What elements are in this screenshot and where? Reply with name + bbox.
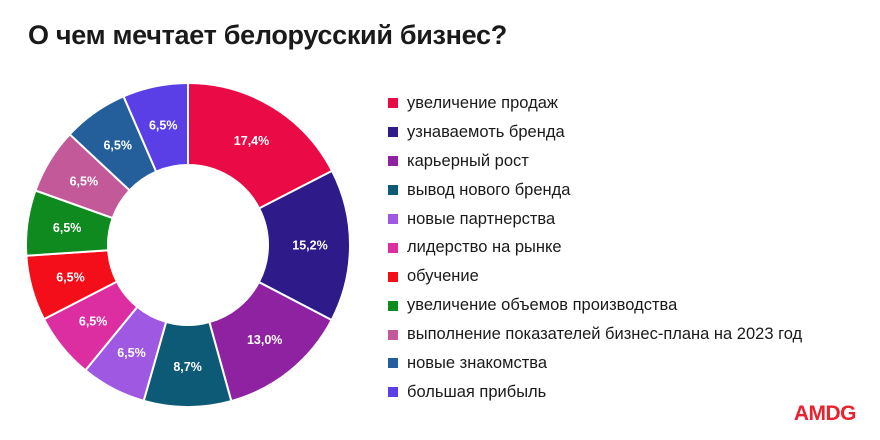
- slice-value-label: 15,2%: [292, 238, 327, 252]
- legend-swatch: [388, 185, 398, 196]
- legend-item: выполнение показателей бизнес-плана на 2…: [388, 320, 802, 349]
- slice-value-label: 6,5%: [70, 174, 99, 188]
- legend-item: увеличение продаж: [388, 89, 802, 118]
- slice-value-label: 6,5%: [149, 119, 178, 133]
- legend-swatch: [388, 98, 398, 109]
- amdg-logo: AMDG: [793, 402, 857, 425]
- slice-value-label: 13,0%: [247, 333, 282, 347]
- legend-swatch: [388, 300, 398, 311]
- legend-swatch: [388, 271, 398, 282]
- legend-label: большая прибыль: [407, 382, 547, 401]
- legend-swatch: [388, 329, 398, 340]
- legend-label: узнаваемоть бренда: [407, 122, 565, 141]
- slice-value-label: 6,5%: [103, 138, 132, 152]
- legend-item: вывод нового бренда: [388, 176, 802, 205]
- legend-swatch: [388, 214, 398, 224]
- legend-item: большая прибыль: [388, 378, 802, 407]
- slice-value-label: 8,7%: [173, 360, 202, 374]
- legend-swatch: [388, 127, 398, 138]
- legend-label: новые знакомства: [407, 353, 548, 372]
- donut-slice: [187, 81, 334, 210]
- legend-swatch: [388, 358, 398, 369]
- legend-item: обучение: [388, 262, 802, 291]
- legend-label: выполнение показателей бизнес-плана на 2…: [407, 325, 803, 344]
- legend-swatch: [388, 156, 398, 167]
- legend-label: увеличение объемов производства: [407, 296, 678, 315]
- legend-item: лидерство на рынке: [388, 233, 802, 262]
- slice-value-label: 6,5%: [117, 346, 146, 360]
- slice-value-label: 6,5%: [79, 315, 108, 329]
- legend-item: новые знакомства: [388, 349, 802, 378]
- legend-item: узнаваемоть бренда: [388, 118, 802, 147]
- legend-label: увеличение продаж: [407, 93, 558, 112]
- legend-item: новые партнерства: [388, 205, 802, 234]
- legend-label: лидерство на рынке: [407, 238, 562, 257]
- slice-value-label: 6,5%: [53, 221, 82, 235]
- chart-legend: увеличение продаж узнаваемоть бренда карье…: [388, 89, 802, 407]
- legend-swatch: [388, 242, 398, 253]
- legend-item: карьерный рост: [388, 147, 802, 176]
- legend-label: новые партнерства: [407, 209, 556, 228]
- chart-title: О чем мечтает белорусский бизнес?: [28, 20, 507, 50]
- legend-label: карьерный рост: [407, 151, 529, 170]
- legend-label: обучение: [407, 267, 479, 286]
- legend-label: вывод нового бренда: [407, 180, 571, 199]
- legend-item: увеличение объемов производства: [388, 291, 802, 320]
- donut-slice: [122, 81, 189, 173]
- slice-value-label: 17,4%: [234, 134, 269, 148]
- slice-value-label: 6,5%: [56, 271, 85, 285]
- legend-swatch: [388, 387, 398, 398]
